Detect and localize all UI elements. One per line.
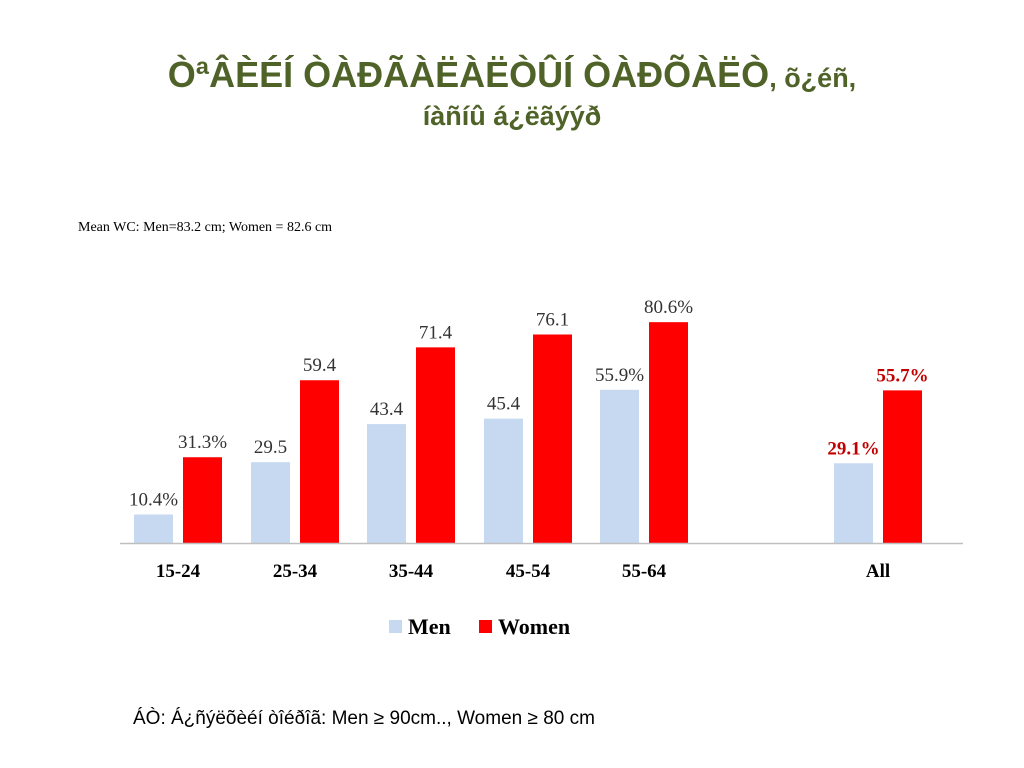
title-line1-main: ÒªÂÈÉÍ ÒÀÐÃÀËÀËÒÛÍ ÒÀÐÕÀËÒ (167, 54, 770, 95)
x-tick-label-35-44: 35-44 (389, 561, 434, 582)
x-tick-label-15-24: 15-24 (156, 561, 201, 582)
title-line2: íàñíû á¿ëãýýð (422, 100, 602, 131)
data-label-women-35-44: 71.4 (419, 322, 453, 343)
data-label-women-55-64: 80.6% (644, 297, 693, 318)
legend-label-men: Men (408, 614, 451, 639)
bar-men-15-24 (134, 514, 173, 543)
bar-men-All (834, 463, 873, 543)
bar-women-All (883, 390, 922, 543)
data-label-women-45-54: 76.1 (536, 309, 569, 330)
data-label-men-55-64: 55.9% (595, 365, 644, 386)
x-tick-label-All: All (866, 561, 890, 582)
legend-label-women: Women (498, 614, 570, 639)
x-tick-label-25-34: 25-34 (273, 561, 318, 582)
data-label-women-All: 55.7% (876, 365, 928, 386)
bar-women-55-64 (649, 322, 688, 543)
bar-men-25-34 (251, 462, 290, 543)
data-label-men-45-54: 45.4 (487, 394, 521, 415)
bar-men-35-44 (367, 424, 406, 543)
bar-women-45-54 (533, 334, 572, 543)
data-label-men-15-24: 10.4% (129, 490, 178, 511)
title-line1-tail: , õ¿éñ, (769, 63, 857, 93)
bar-women-25-34 (300, 380, 339, 543)
slide-title: ÒªÂÈÉÍ ÒÀÐÃÀËÀËÒÛÍ ÒÀÐÕÀËÒ, õ¿éñ, íàñíû … (0, 52, 1024, 134)
data-label-men-35-44: 43.4 (370, 399, 404, 420)
x-tick-label-45-54: 45-54 (506, 561, 551, 582)
footnote: ÁÒ: Á¿ñýëõèéí òîéðîã: Men ≥ 90cm.., Wome… (133, 708, 595, 729)
data-label-men-All: 29.1% (827, 438, 879, 459)
bar-men-55-64 (600, 389, 639, 543)
bar-women-15-24 (183, 457, 222, 543)
data-label-men-25-34: 29.5 (254, 437, 287, 458)
legend-swatch-women (479, 620, 492, 633)
bar-men-45-54 (484, 418, 523, 543)
legend-swatch-men (389, 620, 402, 633)
x-tick-label-55-64: 55-64 (622, 561, 667, 582)
bar-women-35-44 (416, 347, 455, 543)
data-label-women-15-24: 31.3% (178, 432, 227, 453)
chart-subtitle: Mean WC: Men=83.2 cm; Women = 82.6 cm (78, 220, 333, 235)
data-label-women-25-34: 59.4 (303, 355, 337, 376)
